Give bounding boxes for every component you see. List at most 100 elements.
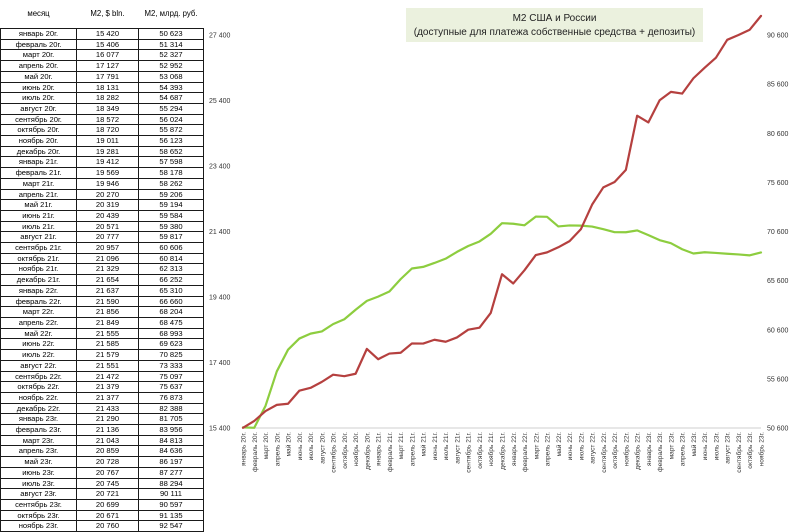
table-row: апрель 23г. 20 859 84 636	[0, 445, 204, 458]
y-right-tick-label: 90 600	[767, 33, 789, 40]
m2-usd-cell: 21 377	[76, 391, 139, 404]
m2-usd-cell: 18 720	[76, 124, 139, 137]
m2-usd-cell: 18 131	[76, 81, 139, 94]
m2-usd-cell: 20 699	[76, 498, 139, 511]
chart-subtitle: (доступные для платежа собственные средс…	[414, 26, 696, 38]
series-line-usd	[241, 215, 763, 429]
month-cell: февраль 23г.	[0, 424, 77, 436]
m2-rub-cell: 60 814	[138, 252, 204, 265]
m2-rub-cell: 59 194	[138, 199, 204, 211]
m2-rub-cell: 66 252	[138, 274, 204, 286]
m2-rub-cell: 66 660	[138, 295, 204, 308]
m2-usd-cell: 19 412	[76, 156, 139, 169]
m2-rub-cell: 60 606	[138, 242, 204, 254]
month-cell: январь 22г.	[0, 284, 77, 297]
y-right-tick-label: 75 600	[767, 180, 789, 187]
m2-usd-cell: 19 281	[76, 145, 139, 158]
month-cell: ноябрь 23г.	[0, 520, 77, 532]
m2-rub-cell: 84 636	[138, 445, 204, 458]
table-row: июнь 21г. 20 439 59 584	[0, 209, 204, 222]
table-row: июль 20г. 18 282 54 687	[0, 92, 204, 104]
y-right-tick-label: 60 600	[767, 327, 789, 334]
x-tick-label: январь 20г.	[241, 432, 248, 466]
x-tick-label: июль 20г.	[308, 432, 315, 461]
month-cell: декабрь 21г.	[0, 274, 77, 286]
m2-rub-cell: 75 637	[138, 381, 204, 393]
m2-rub-cell: 59 206	[138, 188, 204, 201]
month-cell: март 20г.	[0, 49, 77, 62]
m2-usd-cell: 20 957	[76, 242, 139, 254]
table-row: июль 23г. 20 745 88 294	[0, 477, 204, 490]
m2-usd-cell: 21 555	[76, 327, 139, 340]
month-cell: март 23г.	[0, 434, 77, 447]
month-cell: февраль 22г.	[0, 295, 77, 308]
m2-rub-cell: 55 294	[138, 102, 204, 115]
m2-usd-cell: 17 791	[76, 70, 139, 83]
m2-rub-cell: 62 313	[138, 263, 204, 276]
month-cell: октябрь 20г.	[0, 124, 77, 137]
month-cell: июнь 23г.	[0, 466, 77, 479]
x-tick-label: март 20г.	[263, 432, 270, 460]
m2-usd-cell: 20 319	[76, 199, 139, 211]
table-row: июль 22г. 21 579 70 825	[0, 349, 204, 361]
x-tick-label: июнь 22г.	[567, 432, 574, 460]
table-row: февраль 20г. 15 406 51 314	[0, 38, 204, 51]
month-cell: октябрь 22г.	[0, 381, 77, 393]
m2-usd-cell: 21 472	[76, 370, 139, 383]
month-cell: сентябрь 20г.	[0, 113, 77, 126]
table-row: август 21г. 20 777 59 817	[0, 231, 204, 244]
x-tick-label: февраль 21г.	[387, 432, 394, 472]
table-row: декабрь 22г. 21 433 82 388	[0, 402, 204, 415]
m2-rub-cell: 76 873	[138, 391, 204, 404]
table-row: ноябрь 20г. 19 011 56 123	[0, 135, 204, 147]
m2-rub-cell: 50 623	[138, 28, 204, 40]
m2-usd-cell: 18 282	[76, 92, 139, 104]
m2-rub-cell: 54 393	[138, 81, 204, 94]
month-cell: август 20г.	[0, 102, 77, 115]
x-tick-label: апрель 23г.	[680, 432, 687, 466]
m2-rub-cell: 53 068	[138, 70, 204, 83]
m2-rub-cell: 51 314	[138, 38, 204, 51]
x-tick-label: май 22г.	[555, 432, 563, 457]
y-left-tick-label: 19 400	[209, 295, 231, 302]
m2-usd-cell: 16 077	[76, 49, 139, 62]
m2-rub-cell: 56 123	[138, 135, 204, 147]
table-row: апрель 20г. 17 127 52 952	[0, 60, 204, 72]
month-cell: апрель 22г.	[0, 316, 77, 329]
m2-usd-cell: 21 379	[76, 381, 139, 393]
x-tick-label: август 22г.	[590, 432, 597, 464]
m2-rub-cell: 90 597	[138, 498, 204, 511]
table-row: сентябрь 21г. 20 957 60 606	[0, 242, 204, 254]
m2-usd-cell: 21 096	[76, 252, 139, 265]
m2-rub-cell: 73 333	[138, 359, 204, 372]
m2-rub-cell: 65 310	[138, 284, 204, 297]
table-row: сентябрь 20г. 18 572 56 024	[0, 113, 204, 126]
table-row: ноябрь 22г. 21 377 76 873	[0, 391, 204, 404]
chart-title: M2 США и России	[513, 13, 597, 24]
x-tick-label: декабрь 22г.	[634, 432, 642, 470]
m2-rub-cell: 91 135	[138, 509, 204, 522]
month-cell: октябрь 23г.	[0, 509, 77, 522]
header-month: месяц	[0, 0, 77, 29]
x-tick-label: октябрь 21г.	[476, 432, 484, 469]
m2-rub-cell: 59 817	[138, 231, 204, 244]
m2-rub-cell: 68 993	[138, 327, 204, 340]
month-cell: август 21г.	[0, 231, 77, 244]
y-left-tick-label: 25 400	[209, 98, 231, 105]
data-table-panel: месяц M2, $ bln. M2, млрд. руб. январь 2…	[0, 0, 205, 532]
y-left-tick-label: 23 400	[209, 164, 231, 171]
y-right-tick-label: 80 600	[767, 131, 789, 138]
m2-usd-cell: 21 856	[76, 306, 139, 318]
table-row: февраль 21г. 19 569 58 178	[0, 167, 204, 179]
table-row: январь 20г. 15 420 50 623	[0, 28, 204, 40]
x-tick-label: октябрь 20г.	[341, 432, 349, 469]
x-tick-label: июнь 21г.	[432, 432, 439, 460]
m2-usd-cell: 21 043	[76, 434, 139, 447]
month-cell: февраль 20г.	[0, 38, 77, 51]
y-right-tick-label: 85 600	[767, 82, 789, 89]
month-cell: июнь 20г.	[0, 81, 77, 94]
m2-usd-cell: 20 270	[76, 188, 139, 201]
month-cell: декабрь 20г.	[0, 145, 77, 158]
m2-usd-cell: 21 849	[76, 316, 139, 329]
x-tick-label: сентябрь 22г.	[600, 432, 608, 473]
